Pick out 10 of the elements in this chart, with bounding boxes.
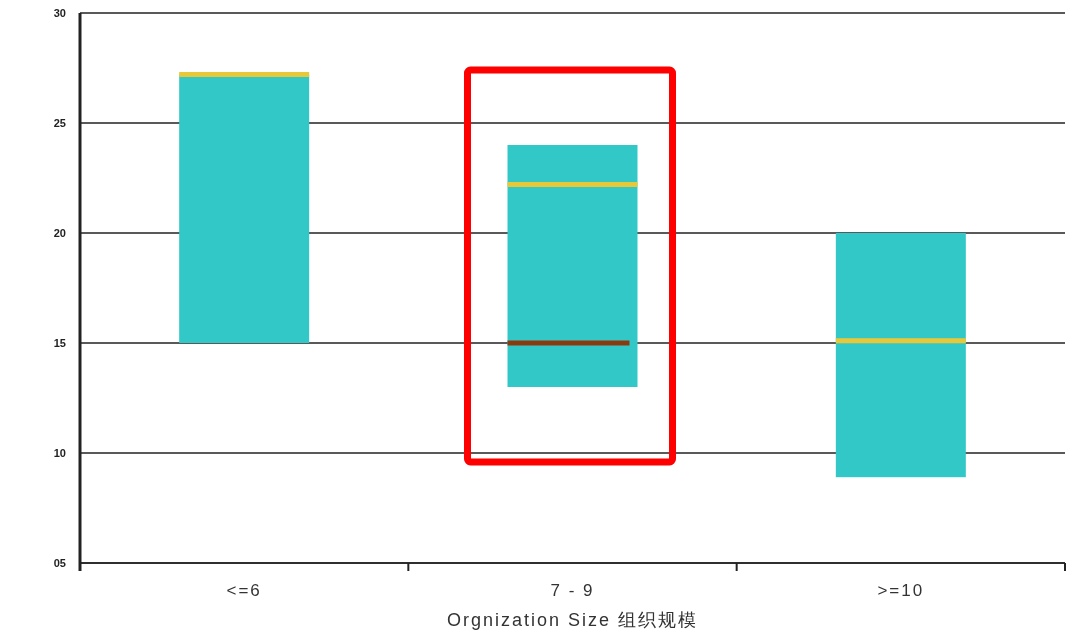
x-tick-label: <=6 [226,581,262,600]
y-tick-label: 15 [53,337,66,349]
y-tick-label: 05 [53,557,66,569]
x-tick-label: >=10 [877,581,925,600]
y-tick-label: 25 [53,117,66,129]
y-tick-label: 10 [53,447,66,459]
y-tick-label: 30 [53,7,66,19]
x-tick-label: 7 - 9 [550,581,595,600]
y-tick-label: 20 [53,227,66,239]
x-axis-title: Orgnization Size 组织规模 [446,610,699,630]
